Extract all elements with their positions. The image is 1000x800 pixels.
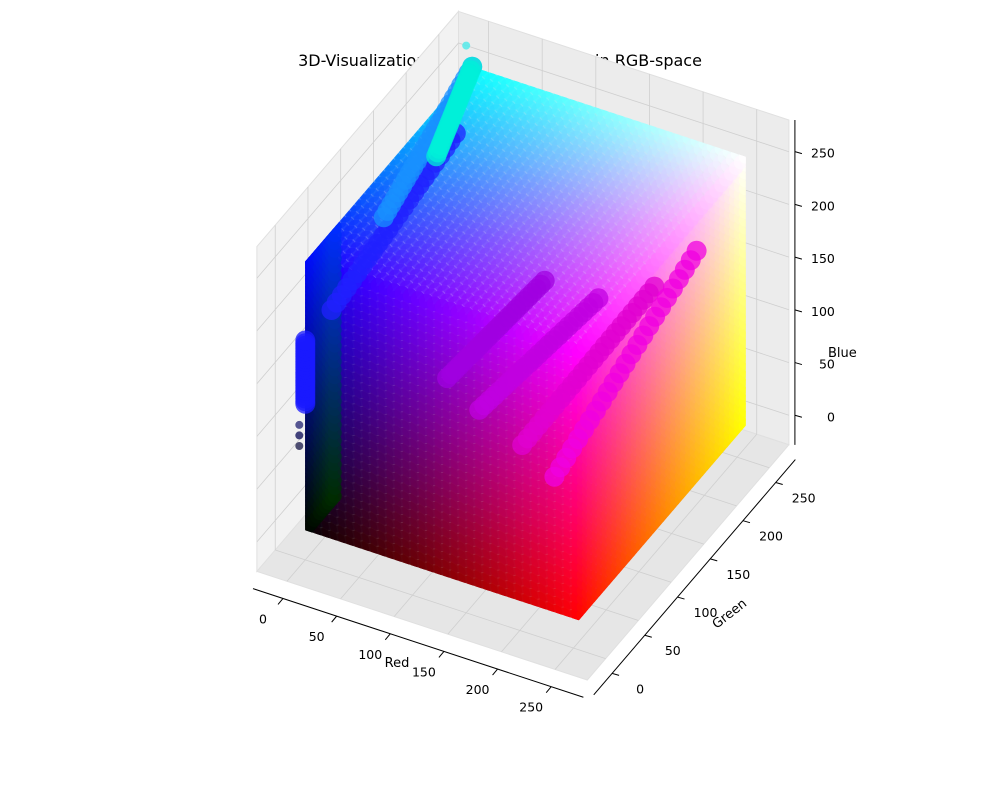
x-tick-label: 200 (466, 682, 490, 697)
z-tick-label: 150 (811, 251, 835, 266)
grid-z (256, 42, 790, 279)
y-tick-label: 0 (636, 681, 644, 696)
x-tick (331, 615, 338, 623)
grid-y-floor (275, 549, 606, 660)
x-tick-label: 0 (259, 612, 267, 627)
x-tick (384, 633, 391, 641)
streak-point (534, 270, 555, 291)
y-tick (742, 520, 751, 524)
x-tick (277, 598, 284, 605)
z-tick-label: 0 (827, 409, 835, 424)
y-tick (611, 672, 620, 676)
x-tick (492, 668, 498, 676)
z-tick (794, 151, 803, 155)
y-tick-label: 200 (759, 529, 783, 544)
y-tick-label: 150 (726, 567, 750, 582)
x-tick-label: 150 (412, 664, 436, 679)
outlier-point (295, 442, 304, 450)
streak-point (462, 56, 483, 77)
outlier-point (295, 420, 304, 429)
x-tick-label: 100 (358, 647, 382, 662)
outlier-point (295, 431, 304, 440)
grid-x-floor (554, 433, 758, 670)
z-tick (794, 414, 803, 418)
streak-point (686, 240, 707, 261)
streak-point (588, 288, 609, 309)
y-tick-label: 250 (792, 491, 816, 506)
z-tick (794, 203, 803, 207)
z-tick (794, 309, 803, 313)
z-tick-label: 100 (811, 304, 835, 319)
y-tick (644, 634, 652, 638)
x-tick (438, 651, 445, 658)
y-tick (677, 596, 685, 600)
z-tick (794, 256, 803, 260)
y-tick-label: 50 (665, 643, 681, 658)
outlier-point (462, 41, 471, 50)
y-tick (775, 482, 783, 485)
x-axis-label: Red (385, 656, 410, 671)
x-tick-label: 250 (519, 700, 543, 715)
y-tick (710, 558, 718, 562)
z-axis-label: Blue (828, 346, 857, 361)
z-tick-label: 200 (811, 198, 835, 213)
x-tick (545, 686, 552, 693)
x-tick-label: 50 (309, 629, 325, 644)
streak-point (295, 330, 316, 351)
z-tick (794, 362, 803, 366)
z-tick-label: 250 (811, 146, 835, 161)
